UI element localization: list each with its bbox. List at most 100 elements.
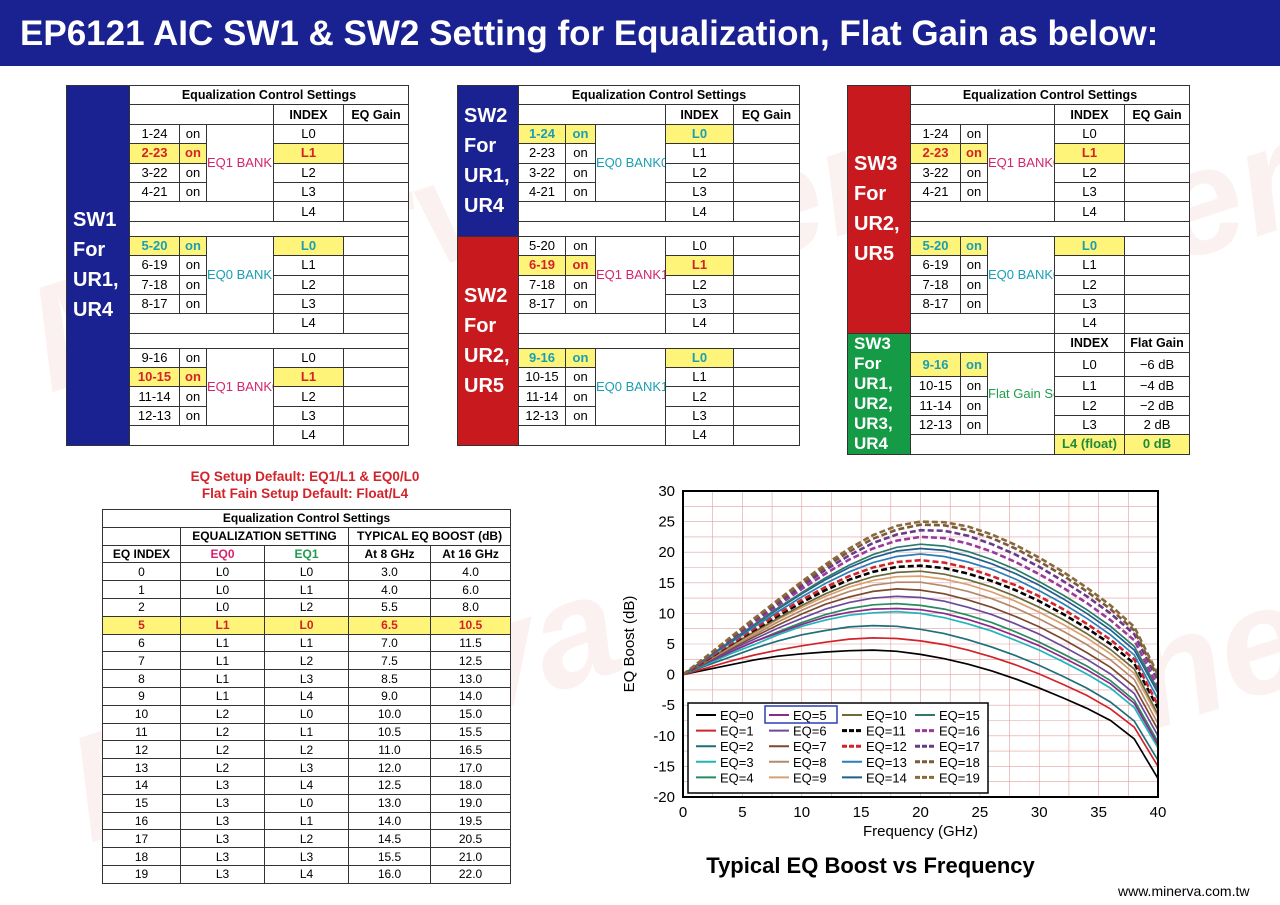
switch-state: on bbox=[565, 123, 596, 145]
table-row: 7-18 on L2 bbox=[67, 274, 409, 295]
series-line bbox=[682, 624, 1159, 761]
boost-8ghz: 7.5 bbox=[348, 651, 431, 671]
legend-box bbox=[687, 702, 989, 794]
table-row: 4-21 on L3 bbox=[458, 181, 800, 203]
eq-index: 7 bbox=[102, 651, 181, 671]
switch-state: on bbox=[960, 162, 988, 183]
boost-16ghz: 15.5 bbox=[429, 722, 512, 742]
switch-state: on bbox=[565, 386, 596, 407]
eq1-level: L2 bbox=[264, 651, 349, 671]
eq-gain-cell bbox=[343, 143, 409, 164]
legend-label: EQ=6 bbox=[793, 724, 827, 739]
table-row: 16 L3 L1 14.0 19.5 bbox=[102, 811, 512, 831]
eq-level: L2 bbox=[273, 162, 344, 183]
boost-8ghz: 5.5 bbox=[348, 597, 431, 617]
eq-gain-cell bbox=[1124, 293, 1190, 315]
y-tick-label: 30 bbox=[658, 483, 675, 500]
eq0-level: L1 bbox=[180, 686, 265, 706]
eq-level: L4 bbox=[665, 313, 734, 334]
eq-gain-cell bbox=[1124, 181, 1190, 203]
x-axis-label: Frequency (GHz) bbox=[863, 823, 978, 840]
switch-state: on bbox=[565, 405, 596, 427]
eq-level: L1 bbox=[273, 367, 344, 388]
eq-gain-cell bbox=[733, 293, 800, 315]
switch-state: on bbox=[565, 293, 596, 315]
legend-label: EQ=14 bbox=[866, 770, 907, 785]
eq-index: 10 bbox=[102, 704, 181, 724]
legend-label: EQ=17 bbox=[939, 739, 980, 754]
x-tick-label: 25 bbox=[972, 804, 989, 821]
eq-level: L2 bbox=[665, 274, 734, 295]
boost-16ghz: 15.0 bbox=[429, 704, 512, 724]
legend-label: EQ=4 bbox=[720, 770, 754, 785]
table-row: 12-13 on L3 bbox=[458, 405, 800, 427]
index-header: INDEX bbox=[665, 104, 734, 125]
website-url: www.minerva.com.tw bbox=[1118, 883, 1250, 899]
boost-8ghz: 14.0 bbox=[348, 811, 431, 831]
flat-gain-value: 0 dB bbox=[1124, 434, 1190, 455]
switch-state: on bbox=[565, 235, 596, 257]
flat-level: L0 bbox=[1054, 352, 1125, 378]
sw1-table: SW1 For UR1, UR4 Equalization Control Set… bbox=[66, 84, 409, 446]
table-row: 8 L1 L3 8.5 13.0 bbox=[102, 669, 512, 688]
eq-gain-cell bbox=[343, 367, 409, 388]
eq-level: L0 bbox=[1054, 235, 1125, 257]
index-header: INDEX bbox=[1054, 104, 1125, 125]
table-row: 6 L1 L1 7.0 11.5 bbox=[102, 633, 512, 653]
eq-gain-cell bbox=[343, 425, 409, 446]
legend-label: EQ=7 bbox=[793, 739, 827, 754]
eq-gain-cell bbox=[733, 123, 800, 145]
eq0-level: L0 bbox=[180, 562, 265, 582]
y-tick-label: 0 bbox=[667, 667, 675, 684]
default-settings-note: EQ Setup Default: EQ1/L1 & EQ0/L0 Flat F… bbox=[100, 468, 510, 502]
eq1-level: L2 bbox=[264, 740, 349, 760]
boost-8ghz: 13.0 bbox=[348, 793, 431, 813]
table-header-row: SW2 For UR1, UR4 Equalization Control Set… bbox=[457, 84, 800, 237]
x-tick-label: 15 bbox=[853, 804, 870, 821]
eq0-level: L1 bbox=[180, 669, 265, 688]
legend-label: EQ=18 bbox=[939, 755, 980, 770]
eq-level: L4 bbox=[665, 201, 734, 222]
switch-state: on bbox=[179, 367, 207, 388]
eq-gain-cell bbox=[733, 313, 800, 334]
boost-16ghz: 8.0 bbox=[429, 597, 512, 617]
eq1-level: L1 bbox=[264, 633, 349, 653]
eq-gain-header: EQ Gain bbox=[733, 104, 800, 125]
eq-level: L3 bbox=[273, 405, 344, 427]
table-row: 12 L2 L2 11.0 16.5 bbox=[102, 740, 512, 760]
pin-pair: 7-18 bbox=[518, 274, 566, 295]
table-row: 8-17 on L3 bbox=[67, 293, 409, 315]
pin-pair: 2-23 bbox=[910, 143, 961, 164]
eq-level: L3 bbox=[665, 293, 734, 315]
switch-state: on bbox=[565, 347, 596, 369]
eq-gain-cell bbox=[343, 255, 409, 276]
eq-gain-cell bbox=[343, 201, 409, 222]
eq-index: 16 bbox=[102, 811, 181, 831]
eq-index: 13 bbox=[102, 758, 181, 777]
flat-level: L4 (float) bbox=[1054, 434, 1125, 455]
pin-pair: 10-15 bbox=[518, 367, 566, 388]
table-row: 8-17 on L3 bbox=[848, 293, 1190, 315]
eq-gain-cell bbox=[733, 162, 800, 183]
table-row: L4 bbox=[458, 313, 800, 334]
eq-level: L2 bbox=[1054, 162, 1125, 183]
eq-index: 1 bbox=[102, 580, 181, 599]
eq-gain-cell bbox=[733, 181, 800, 203]
flat-gain-value: 2 dB bbox=[1124, 414, 1190, 436]
eq-default-text: EQ Setup Default: EQ1/L1 & EQ0/L0 bbox=[190, 469, 420, 484]
eq-level: L3 bbox=[273, 181, 344, 203]
eq0-header: EQ0 bbox=[180, 544, 265, 564]
table-row: 10-15 on L1 −4 dB bbox=[848, 376, 1190, 397]
y-tick-label: 25 bbox=[658, 514, 675, 531]
boost-16ghz: 13.0 bbox=[429, 669, 512, 688]
table-row: L4 bbox=[67, 313, 409, 334]
eq-index: 0 bbox=[102, 562, 181, 582]
eq1-level: L0 bbox=[264, 615, 349, 635]
eq0-level: L3 bbox=[180, 829, 265, 849]
pin-pair: 3-22 bbox=[518, 162, 566, 183]
pin-pair: 10-15 bbox=[129, 367, 180, 388]
